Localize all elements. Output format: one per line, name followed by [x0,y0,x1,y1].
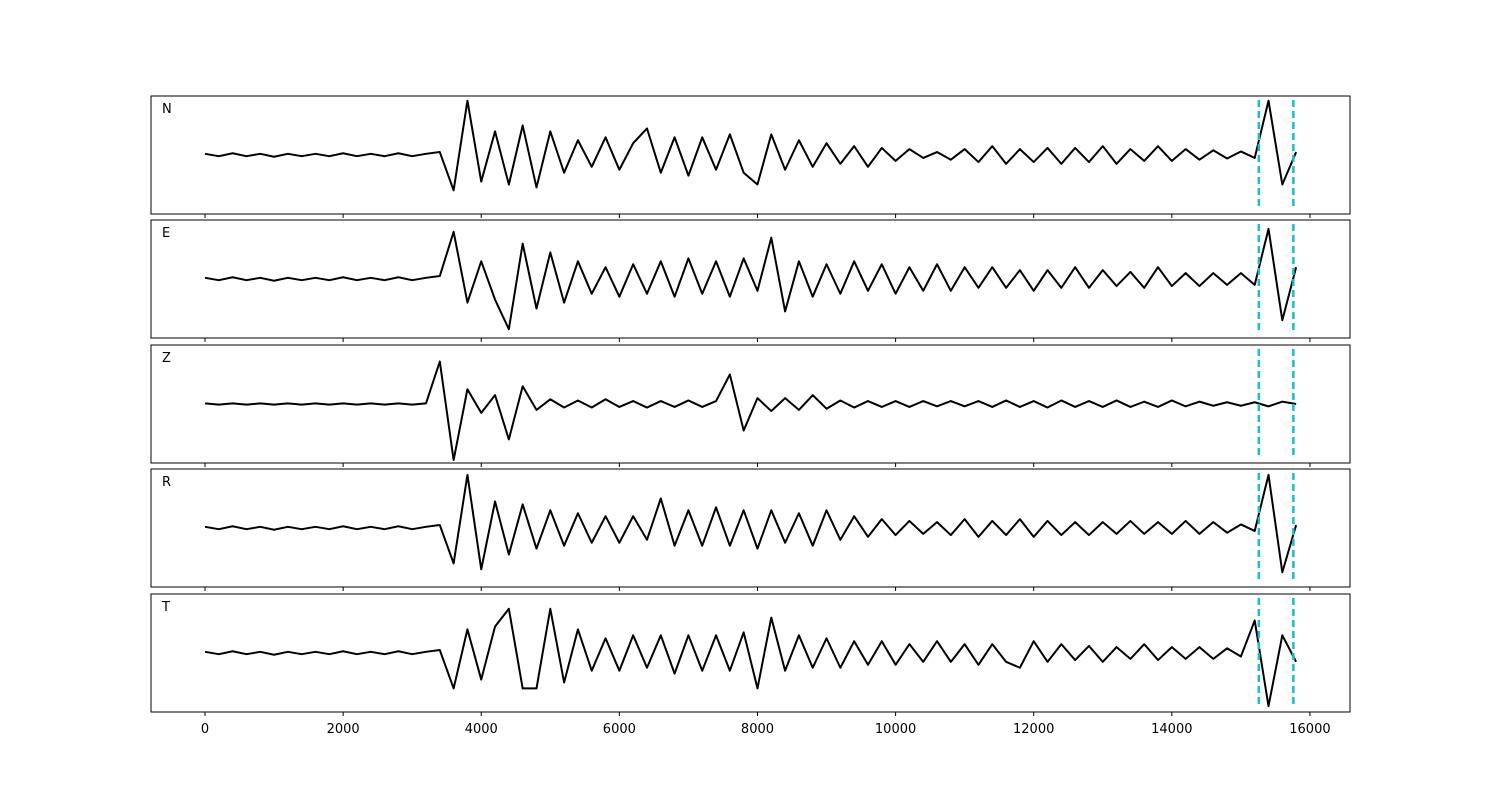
x-tick-label: 12000 [1013,722,1054,737]
waveform [204,473,1298,574]
panel-frame [150,468,1351,588]
panel-frame [150,344,1351,464]
x-tick-label: 6000 [603,722,636,737]
x-tick-label: 8000 [741,722,774,737]
x-tick-label: 4000 [465,722,498,737]
panel-frame [150,219,1351,339]
panel-frame [150,95,1351,215]
x-tick-label: 2000 [327,722,360,737]
panel-frame [150,593,1351,713]
waveform [204,607,1298,708]
x-tick-label: 10000 [875,722,916,737]
panel-label: E [162,226,170,241]
panel-label: R [162,475,171,490]
panel-label: N [162,102,172,117]
x-tick-label: 16000 [1289,722,1330,737]
panel-label: T [161,600,170,615]
x-tick-label: 14000 [1151,722,1192,737]
x-tick-label: 0 [201,722,209,737]
waveform [204,99,1298,192]
waveform [204,227,1298,331]
panel-label: Z [162,351,171,366]
waveform [204,360,1297,462]
